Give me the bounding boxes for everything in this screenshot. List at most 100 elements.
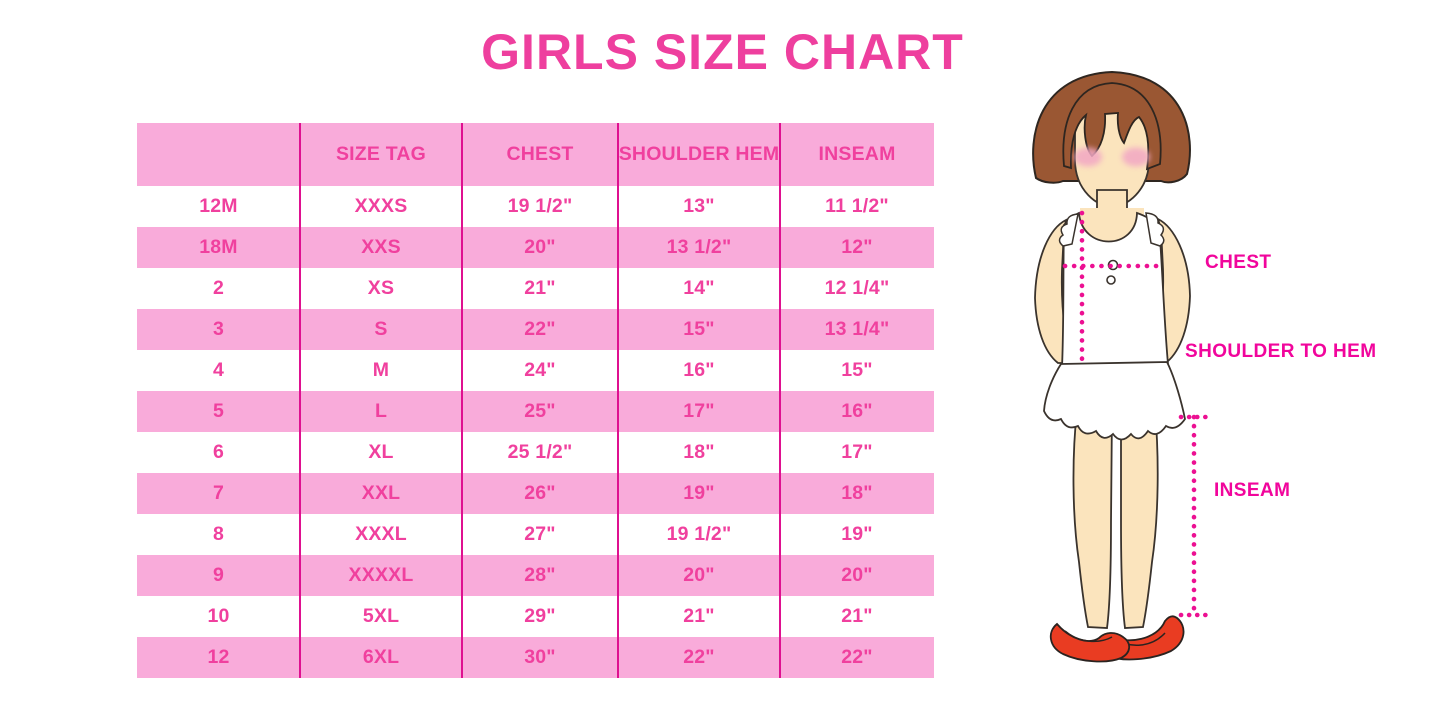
table-cell: 16"	[841, 400, 873, 422]
table-cell: 4	[212, 359, 225, 381]
table-cell: 20"	[524, 236, 556, 258]
table-cell: XL	[368, 441, 394, 463]
table-cell: XXS	[361, 236, 401, 258]
table-cell: 19 1/2"	[666, 523, 732, 545]
bangs	[1062, 82, 1162, 171]
table-cell: 13 1/2"	[666, 236, 732, 258]
column-header-shoulder-hem: SHOULDER HEM	[618, 143, 780, 165]
table-cell: 7	[212, 482, 225, 504]
table-cell: 12 1/4"	[824, 277, 890, 299]
column-header-inseam: INSEAM	[818, 143, 896, 165]
table-cell: 10	[207, 605, 230, 627]
table-cell: 13 1/4"	[824, 318, 890, 340]
table-cell: 27"	[524, 523, 556, 545]
blush-left	[1074, 147, 1102, 167]
table-row: 3 S 22" 15" 13 1/4"	[137, 309, 934, 350]
table-cell: 22"	[683, 646, 715, 668]
skirt	[1043, 361, 1186, 441]
table-cell: 30"	[524, 646, 556, 668]
chest-measurement-label: CHEST	[1205, 252, 1272, 273]
column-divider	[299, 123, 301, 678]
table-cell: 17"	[683, 400, 715, 422]
table-cell: XXL	[361, 482, 401, 504]
table-cell: 21"	[841, 605, 873, 627]
column-header-size-tag: SIZE TAG	[335, 143, 427, 165]
table-cell: 18"	[683, 441, 715, 463]
table-cell: 21"	[524, 277, 556, 299]
table-cell: 29"	[524, 605, 556, 627]
table-cell: S	[374, 318, 388, 340]
table-row: 7 XXL 26" 19" 18"	[137, 473, 934, 514]
page-title: GIRLS SIZE CHART	[481, 24, 964, 80]
table-cell: 15"	[683, 318, 715, 340]
table-cell: 6XL	[362, 646, 400, 668]
column-divider	[617, 123, 619, 678]
table-cell: 12"	[841, 236, 873, 258]
table-cell: 18M	[199, 236, 238, 258]
blush-right	[1122, 147, 1150, 167]
girl-figure-illustration	[1032, 70, 1211, 663]
table-cell: XXXS	[354, 195, 408, 217]
shoe-left-strap	[1064, 630, 1113, 643]
table-cell: 15"	[841, 359, 873, 381]
shoulder-ruffle-right	[1145, 212, 1165, 247]
table-cell: 12M	[199, 195, 238, 217]
table-cell: 9	[212, 564, 225, 586]
inseam-measurement-label: INSEAM	[1214, 480, 1291, 501]
column-divider	[461, 123, 463, 678]
table-cell: 20"	[683, 564, 715, 586]
table-row: 2 XS 21" 14" 12 1/4"	[137, 268, 934, 309]
column-header-chest: CHEST	[506, 143, 574, 165]
table-cell: 20"	[841, 564, 873, 586]
table-cell: XXXL	[355, 523, 407, 545]
table-row: 6 XL 25 1/2" 18" 17"	[137, 432, 934, 473]
column-divider	[779, 123, 781, 678]
table-cell: 19 1/2"	[507, 195, 573, 217]
table-cell: 22"	[524, 318, 556, 340]
table-cell: 18"	[841, 482, 873, 504]
table-cell: L	[374, 400, 388, 422]
table-cell: 2	[212, 277, 225, 299]
shoulder-ruffle-left	[1058, 213, 1079, 247]
table-row: 10 5XL 29" 21" 21"	[137, 596, 934, 637]
table-cell: 5XL	[362, 605, 400, 627]
table-cell: XXXXL	[348, 564, 414, 586]
size-table-body: 12M XXXS 19 1/2" 13" 11 1/2" 18M XXS 20" 13 1/2"…	[137, 186, 934, 678]
table-cell: 25 1/2"	[507, 441, 573, 463]
table-cell: 14"	[683, 277, 715, 299]
table-cell: 11 1/2"	[825, 195, 889, 217]
leg-right	[1120, 409, 1159, 629]
table-row: 9 XXXXL 28" 20" 20"	[137, 555, 934, 596]
table-cell: 12	[207, 646, 230, 668]
table-cell: 5	[212, 400, 225, 422]
table-row: 12 6XL 30" 22" 22"	[137, 637, 934, 678]
table-cell: 21"	[683, 605, 715, 627]
table-cell: 19"	[841, 523, 873, 545]
table-row: 8 XXXL 27" 19 1/2" 19"	[137, 514, 934, 555]
table-cell: 24"	[524, 359, 556, 381]
table-cell: 19"	[683, 482, 715, 504]
table-cell: 13"	[683, 195, 715, 217]
size-table: SIZE TAG CHEST SHOULDER HEM INSEAM 12M XXXS 1…	[137, 123, 934, 678]
table-cell: XS	[367, 277, 395, 299]
table-row: 12M XXXS 19 1/2" 13" 11 1/2"	[137, 186, 934, 227]
size-table-header-row: SIZE TAG CHEST SHOULDER HEM INSEAM	[137, 123, 934, 186]
table-cell: 6	[212, 441, 225, 463]
table-cell: 25"	[524, 400, 556, 422]
table-cell: 26"	[524, 482, 556, 504]
table-cell: 16"	[683, 359, 715, 381]
shoe-left	[1049, 622, 1131, 663]
table-row: 18M XXS 20" 13 1/2" 12"	[137, 227, 934, 268]
table-cell: 28"	[524, 564, 556, 586]
table-row: 5 L 25" 17" 16"	[137, 391, 934, 432]
column-header-size	[137, 123, 300, 186]
table-row: 4 M 24" 16" 15"	[137, 350, 934, 391]
button-bottom	[1106, 275, 1116, 285]
leg-left	[1072, 409, 1113, 629]
table-cell: 8	[212, 523, 225, 545]
table-cell: 3	[212, 318, 225, 340]
table-cell: 17"	[841, 441, 873, 463]
shoulder-to-hem-measurement-label: SHOULDER TO HEM	[1185, 341, 1377, 362]
table-cell: 22"	[841, 646, 873, 668]
